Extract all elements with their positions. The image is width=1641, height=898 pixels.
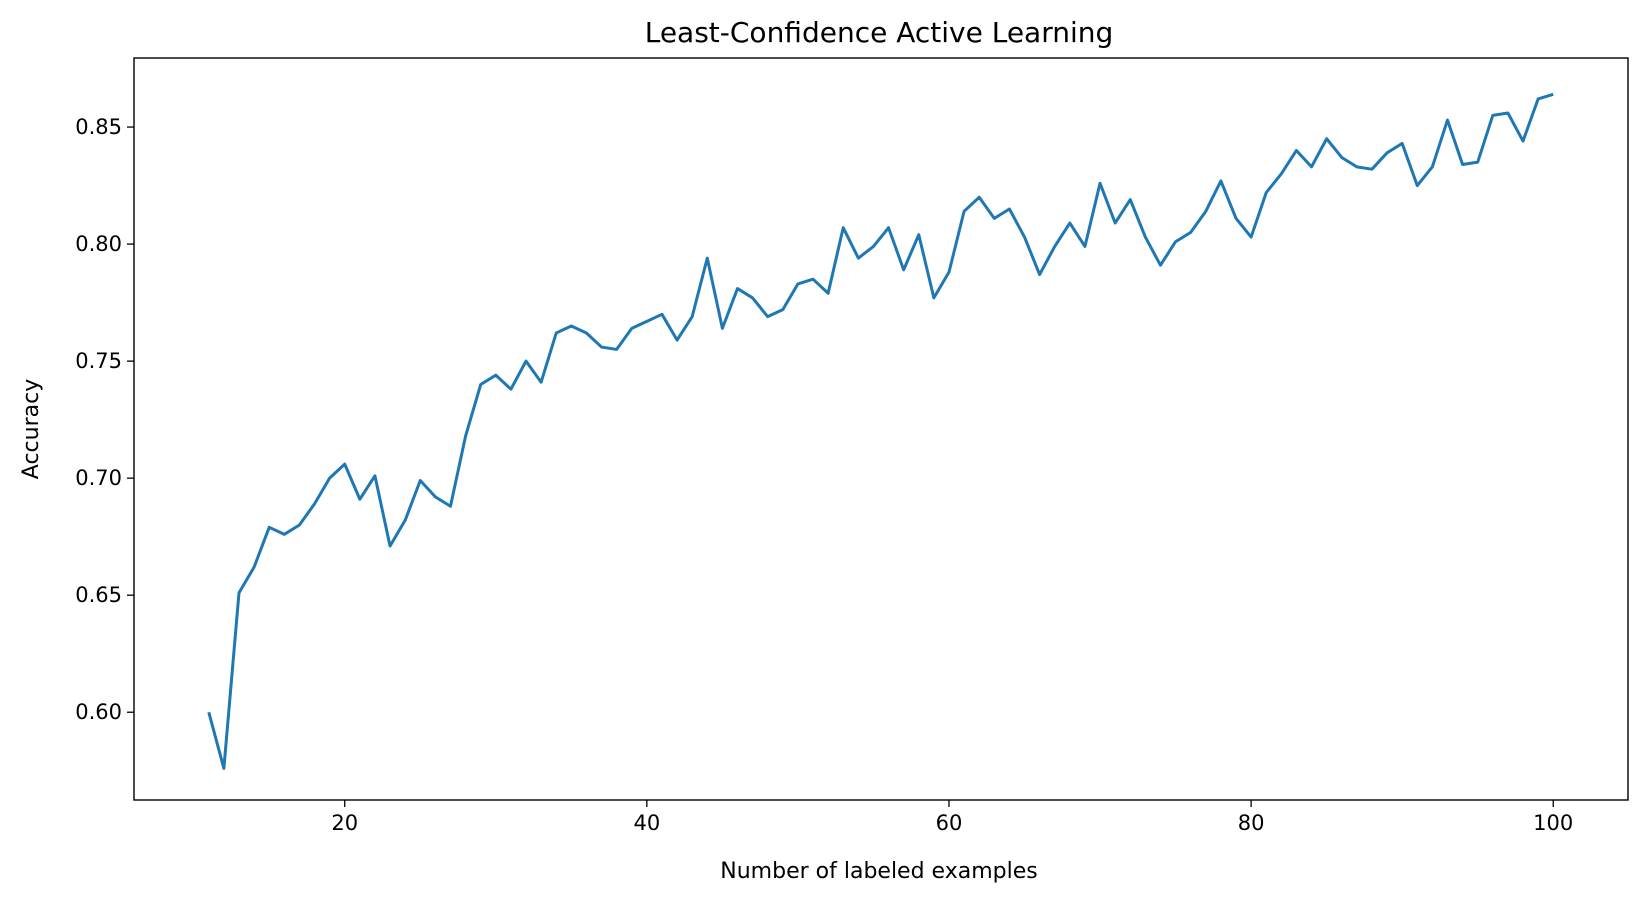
- y-tick-label: 0.80: [75, 232, 122, 256]
- chart-title: Least-Confidence Active Learning: [645, 16, 1114, 49]
- plot-frame: [133, 57, 1629, 801]
- y-axis-label: Accuracy: [19, 379, 44, 479]
- y-tick-label: 0.70: [75, 466, 122, 490]
- plot-area: [133, 57, 1629, 801]
- y-tick-label: 0.75: [75, 349, 122, 373]
- y-tick-label: 0.65: [75, 583, 122, 607]
- y-tick-label: 0.60: [75, 700, 122, 724]
- x-axis: 20 40 60 80 100: [331, 800, 1573, 835]
- x-tick-label: 60: [936, 811, 963, 835]
- y-axis: 0.60 0.65 0.70 0.75 0.80 0.85: [75, 115, 134, 724]
- y-tick-label: 0.85: [75, 115, 122, 139]
- accuracy-series-line: [207, 92, 1554, 770]
- x-tick-label: 100: [1533, 811, 1573, 835]
- series-layer: [207, 92, 1554, 770]
- x-tick-label: 40: [633, 811, 660, 835]
- x-tick-label: 80: [1238, 811, 1265, 835]
- x-tick-label: 20: [331, 811, 358, 835]
- x-axis-label: Number of labeled examples: [720, 859, 1037, 884]
